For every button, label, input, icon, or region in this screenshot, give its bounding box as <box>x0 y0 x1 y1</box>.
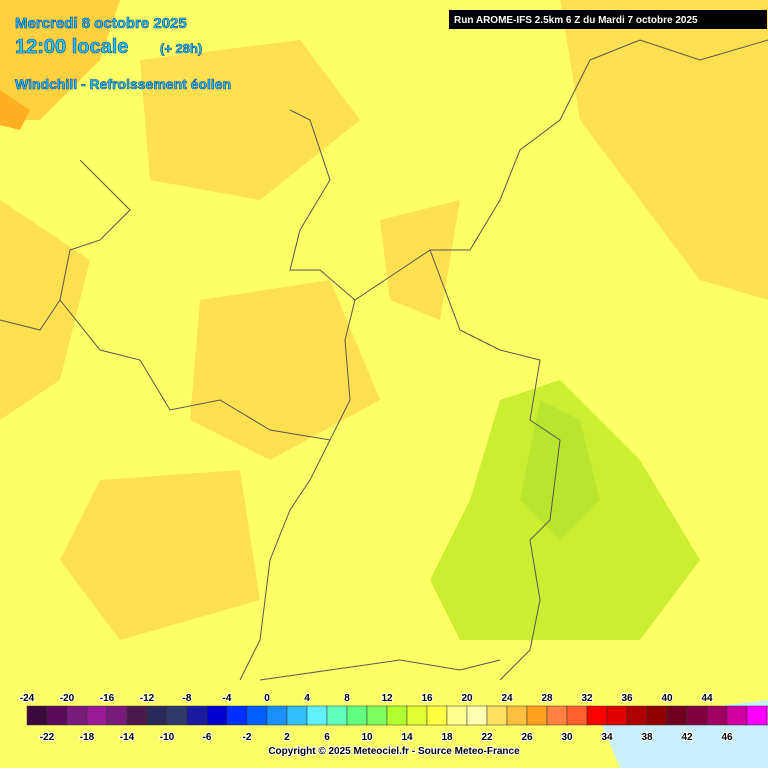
color-swatch <box>426 705 448 726</box>
scale-label-bottom: 22 <box>481 732 493 743</box>
time: 12:00 locale <box>15 36 128 58</box>
color-swatch <box>386 705 408 726</box>
scale-label-top: 32 <box>581 693 593 704</box>
scale-label-top: 20 <box>461 693 473 704</box>
color-swatch <box>486 705 508 726</box>
color-swatch <box>726 705 748 726</box>
scale-label-bottom: 26 <box>521 732 533 743</box>
scale-label-bottom: -2 <box>243 732 252 743</box>
scale-label-bottom: -6 <box>203 732 212 743</box>
color-swatch <box>366 705 388 726</box>
parameter: Windchill - Refroissement éolien <box>15 76 231 92</box>
color-swatch <box>466 705 488 726</box>
color-swatch <box>246 705 268 726</box>
lead-time: (+ 28h) <box>160 41 202 56</box>
scale-label-top: 0 <box>264 693 270 704</box>
color-swatch <box>306 705 328 726</box>
scale-label-top: 12 <box>381 693 393 704</box>
color-swatch <box>606 705 628 726</box>
run-box <box>449 10 767 29</box>
scale-label-top: 40 <box>661 693 673 704</box>
scale-label-bottom: 18 <box>441 732 453 743</box>
scale-label-top: 16 <box>421 693 433 704</box>
color-swatch <box>406 705 428 726</box>
scale-label-top: -4 <box>223 693 232 704</box>
color-swatch <box>586 705 608 726</box>
copyright: Copyright © 2025 Meteociel.fr - Source M… <box>268 746 520 757</box>
scale-label-bottom: 14 <box>401 732 413 743</box>
scale-label-top: 4 <box>304 693 310 704</box>
color-swatch <box>506 705 528 726</box>
color-swatch <box>66 705 88 726</box>
color-swatch <box>646 705 668 726</box>
scale-label-bottom: 2 <box>284 732 290 743</box>
scale-label-top: -20 <box>60 693 75 704</box>
color-swatch <box>546 705 568 726</box>
color-swatch <box>46 705 68 726</box>
run-info: Run AROME-IFS 2.5km 6 Z du Mardi 7 octob… <box>454 15 698 26</box>
scale-label-top: 28 <box>541 693 553 704</box>
scale-label-bottom: -22 <box>40 732 55 743</box>
color-swatch <box>626 705 648 726</box>
scale-label-bottom: -10 <box>160 732 175 743</box>
color-swatch <box>126 705 148 726</box>
color-swatch <box>266 705 288 726</box>
scale-label-bottom: 42 <box>681 732 693 743</box>
color-swatch <box>326 705 348 726</box>
color-scale: -24 -20 -16 -12 -8 -4 0 4 8 12 16 20 24 28 32 36 40 44-22… <box>19 692 768 744</box>
color-swatch <box>346 705 368 726</box>
scale-label-top: -16 <box>100 693 115 704</box>
color-swatch <box>166 705 188 726</box>
color-swatch <box>106 705 128 726</box>
scale-label-top: -24 <box>20 693 35 704</box>
color-swatch <box>206 705 228 726</box>
color-swatch <box>566 705 588 726</box>
scale-label-bottom: -14 <box>120 732 135 743</box>
color-swatch <box>86 705 108 726</box>
color-swatch <box>686 705 708 726</box>
scale-label-bottom: -18 <box>80 732 95 743</box>
scale-label-top: 24 <box>501 693 513 704</box>
color-swatch <box>666 705 688 726</box>
color-swatch <box>186 705 208 726</box>
color-swatch <box>286 705 308 726</box>
color-swatch <box>526 705 548 726</box>
color-swatch <box>26 705 48 726</box>
color-swatch <box>746 705 768 726</box>
scale-label-top: -12 <box>140 693 155 704</box>
scale-label-bottom: 46 <box>721 732 733 743</box>
scale-label-bottom: 34 <box>601 732 613 743</box>
scale-label-top: 36 <box>621 693 633 704</box>
scale-label-bottom: 30 <box>561 732 573 743</box>
scale-label-top: 44 <box>701 693 713 704</box>
scale-label-bottom: 38 <box>641 732 653 743</box>
color-swatch <box>446 705 468 726</box>
color-swatch <box>146 705 168 726</box>
scale-label-bottom: 10 <box>361 732 373 743</box>
date: Mercredi 8 octobre 2025 <box>15 15 187 32</box>
color-swatch <box>706 705 728 726</box>
borders <box>0 39 768 681</box>
scale-label-top: 8 <box>344 693 350 704</box>
scale-label-top: -8 <box>183 693 192 704</box>
scale-label-bottom: 6 <box>324 732 330 743</box>
color-swatch <box>226 705 248 726</box>
